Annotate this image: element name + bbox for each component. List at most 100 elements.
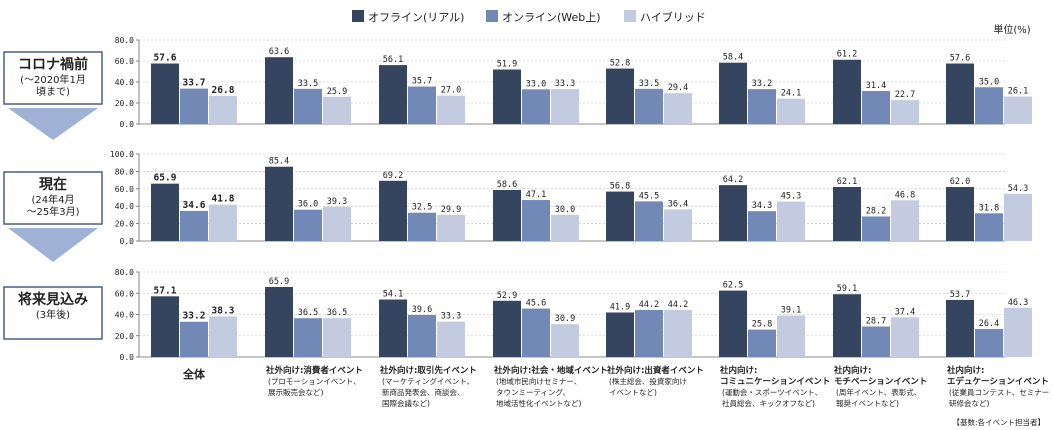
category-subtitle: (株主総会、投資家向け	[609, 376, 687, 386]
bar	[606, 312, 634, 357]
bar	[294, 318, 322, 357]
bar-value-label: 57.1	[154, 285, 177, 296]
bar-value-label: 33.0	[526, 79, 546, 89]
bar	[777, 315, 805, 357]
y-tick-label: 60.0	[115, 185, 134, 194]
y-tick-label: 80.0	[115, 167, 134, 176]
category-subtitle: (プロモーションイベント、	[268, 377, 361, 386]
chart-panels: 0.0 20.0 40.0 60.0 80.0 57.6 63.6 56.1 51.9 52.8 5…	[110, 36, 1032, 362]
bar-value-label: 44.2	[668, 300, 688, 310]
bar	[777, 98, 805, 124]
y-tick-label: 80.0	[115, 36, 134, 45]
y-tick-label: 80.0	[115, 268, 134, 277]
bar-value-label: 34.3	[752, 201, 772, 211]
bar-value-label: 28.2	[866, 206, 886, 216]
bar	[891, 200, 919, 241]
bar-value-label: 37.4	[895, 307, 915, 317]
y-tick-label: 0.0	[120, 353, 135, 362]
category-title: 全体	[182, 367, 206, 381]
y-tick-label: 20.0	[115, 99, 134, 108]
bar-value-label: 36.5	[298, 308, 318, 318]
arrow-down-icon	[8, 228, 98, 262]
bar-value-label: 33.5	[639, 79, 659, 89]
bar-value-label: 61.2	[837, 50, 857, 60]
category-subtitle: 社員総会、キックオフなど)	[722, 398, 815, 408]
legend-label: オフライン(リアル)	[368, 11, 464, 24]
bar	[209, 316, 237, 357]
bar-value-label: 51.9	[497, 60, 517, 70]
bar-value-label: 56.8	[610, 182, 630, 192]
bar-value-label: 57.6	[154, 53, 177, 64]
period-sublabel: (～2020年1月	[20, 73, 86, 86]
bar	[551, 89, 579, 124]
bar	[719, 62, 747, 124]
bar	[1004, 96, 1032, 124]
bar-value-label: 31.4	[866, 81, 886, 91]
bar-value-label: 32.5	[412, 203, 432, 213]
bar	[379, 299, 407, 357]
bar-value-label: 46.3	[1008, 298, 1028, 308]
bar-value-label: 26.8	[212, 85, 235, 96]
bar-value-label: 28.7	[866, 317, 886, 327]
panel: 0.0 20.0 40.0 60.0 80.0 100.0 65.9 85.4 69.2 58.6…	[110, 150, 1032, 246]
bar-value-label: 25.9	[327, 87, 347, 97]
bar-value-label: 24.1	[781, 89, 801, 99]
bar-value-label: 26.1	[1008, 87, 1028, 97]
bar	[862, 91, 890, 124]
bar	[833, 186, 861, 241]
y-tick-label: 0.0	[120, 237, 135, 246]
bar	[493, 69, 521, 124]
bar	[635, 88, 663, 124]
bar	[437, 214, 465, 241]
bar	[294, 88, 322, 124]
bar	[748, 329, 776, 357]
bar-value-label: 46.8	[895, 190, 915, 200]
bar	[180, 88, 208, 124]
bar	[265, 57, 293, 124]
bar	[833, 294, 861, 357]
bar-value-label: 65.9	[154, 173, 177, 184]
bar	[151, 296, 179, 357]
bar	[408, 314, 436, 357]
category-subtitle: 新商品発表会、商談会、	[382, 387, 465, 397]
bar	[180, 210, 208, 241]
bar	[719, 185, 747, 241]
bar	[946, 63, 974, 124]
category-title: 社外向け:出資者イベント	[606, 365, 704, 376]
period-sublabel: (3年後)	[36, 308, 70, 321]
bar-value-label: 58.6	[497, 180, 517, 190]
bar	[719, 290, 747, 357]
bar	[437, 321, 465, 357]
y-tick-label: 40.0	[115, 202, 134, 211]
period-box	[3, 171, 103, 225]
legend-swatch	[624, 10, 636, 22]
bar	[209, 95, 237, 124]
legend-label: ハイブリッド	[640, 10, 706, 24]
bar-value-label: 30.9	[555, 314, 575, 324]
bar	[551, 214, 579, 241]
bar-value-label: 33.5	[298, 79, 318, 89]
bar	[209, 204, 237, 241]
bar-value-label: 34.6	[183, 200, 206, 211]
y-tick-label: 60.0	[115, 57, 134, 66]
bar	[946, 187, 974, 241]
bar-value-label: 36.4	[668, 199, 688, 209]
category-title: モチベーションイベント	[834, 377, 927, 387]
bar-value-label: 41.9	[610, 302, 630, 312]
bar	[551, 324, 579, 357]
y-tick-label: 100.0	[110, 150, 134, 159]
bar-value-label: 64.2	[723, 175, 743, 185]
category-subtitle: 国際会議など)	[382, 398, 430, 408]
bar-value-label: 39.6	[412, 305, 432, 315]
period-sublabel: 頃まで)	[36, 86, 70, 98]
y-tick-label: 20.0	[115, 220, 134, 229]
bar-value-label: 44.2	[639, 300, 659, 310]
bar	[180, 321, 208, 357]
category-title: 社外向け:社会・地域イベント	[493, 365, 608, 376]
bar	[151, 183, 179, 241]
bar-value-label: 31.8	[979, 203, 999, 213]
bar	[748, 211, 776, 241]
legend: オフライン(リアル) オンライン(Web上) ハイブリッド	[352, 10, 706, 24]
